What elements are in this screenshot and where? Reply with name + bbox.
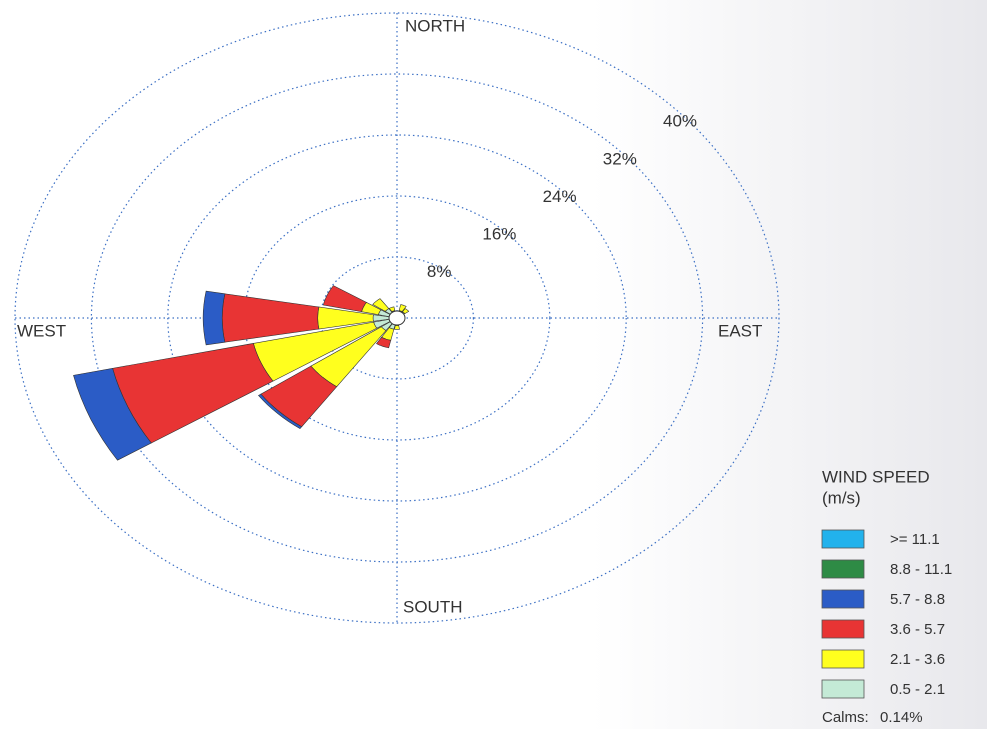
ring-label: 16% (482, 224, 516, 243)
ring-label: 24% (543, 187, 577, 206)
wind-sector (388, 306, 396, 313)
calms-label: Calms: (822, 709, 869, 726)
ring-label: 8% (427, 262, 452, 281)
wind-sector (73, 367, 152, 461)
legend-units: (m/s) (822, 488, 861, 507)
legend-swatch (821, 679, 865, 699)
legend-swatch (821, 559, 865, 579)
legend-swatch (821, 589, 865, 609)
legend-label: 2.1 - 3.6 (890, 651, 945, 668)
west-label: WEST (17, 321, 66, 340)
legend-label: >= 11.1 (890, 531, 940, 548)
wind-sector (322, 285, 367, 313)
east-label: EAST (718, 321, 762, 340)
south-label: SOUTH (403, 597, 463, 616)
legend-title: WIND SPEED (822, 467, 930, 486)
legend-label: 3.6 - 5.7 (890, 621, 945, 638)
legend-swatch (821, 649, 865, 669)
legend-label: 0.5 - 2.1 (890, 681, 945, 698)
wind-sector (402, 308, 410, 314)
ring-label: 32% (603, 149, 637, 168)
legend-swatch (821, 529, 865, 549)
wind-sector (376, 336, 392, 349)
calms-circle (388, 310, 406, 326)
wind-sector (258, 393, 303, 429)
legend-label: 8.8 - 11.1 (890, 561, 952, 578)
ring-label: 40% (663, 112, 697, 131)
wind-sector (372, 298, 390, 312)
legend-label: 5.7 - 8.8 (890, 591, 945, 608)
grid-ring (167, 134, 627, 502)
north-label: NORTH (405, 16, 465, 35)
wind-sector (394, 325, 400, 330)
legend-swatch (821, 619, 865, 639)
calms-value: 0.14% (880, 709, 923, 726)
wind-sector (398, 304, 407, 313)
grid-ring (14, 12, 780, 624)
wind-sector (202, 290, 226, 346)
